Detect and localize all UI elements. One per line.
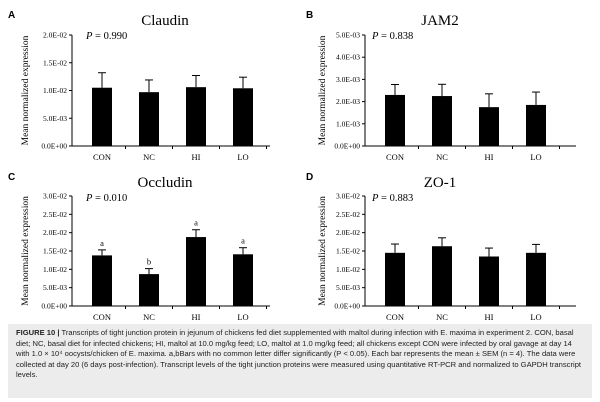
panel-a-bar-hi bbox=[186, 87, 206, 146]
panel-c-category-nc: NC bbox=[143, 312, 155, 322]
panel-c-bar-con bbox=[92, 255, 112, 306]
panel-b-category-lo: LO bbox=[530, 152, 541, 162]
panel-b-ytick-label: 1.0E-03 bbox=[336, 119, 360, 128]
panel-a-category-hi: HI bbox=[192, 152, 201, 162]
caption-text: Transcripts of tight junction protein in… bbox=[16, 328, 582, 379]
panel-a-ytick-label: 5.0E-03 bbox=[43, 114, 67, 123]
panel-b-ytick-label: 0.0E+00 bbox=[334, 142, 360, 151]
panel-b-bar-lo bbox=[526, 104, 546, 146]
panel-a-p-label: P bbox=[85, 31, 93, 42]
panel-a-category-lo: LO bbox=[237, 152, 248, 162]
figure-caption: FIGURE 10 | Transcripts of tight junctio… bbox=[8, 324, 592, 398]
panel-c-category-lo: LO bbox=[237, 312, 248, 322]
panel-c-title: Occludin bbox=[138, 175, 193, 191]
panel-b-letter: B bbox=[306, 10, 313, 21]
panel-c-p-label: P bbox=[85, 193, 93, 204]
panel-d-ylabel: Mean normalized expression bbox=[318, 196, 328, 306]
panel-d-category-nc: NC bbox=[436, 312, 448, 322]
panel-a-ytick-label: 1.0E-02 bbox=[43, 86, 67, 95]
panel-c-p-number: = 0.010 bbox=[92, 193, 127, 204]
panel-d-ytick-label: 3.0E-02 bbox=[336, 192, 360, 201]
panel-c-ytick-label: 3.0E-02 bbox=[43, 192, 67, 201]
panel-b-title: JAM2 bbox=[421, 13, 459, 29]
panel-b-category-hi: HI bbox=[485, 152, 494, 162]
panel-a-letter: A bbox=[8, 10, 15, 21]
panel-d-category-lo: LO bbox=[530, 312, 541, 322]
panel-b-ytick-label: 2.0E-03 bbox=[336, 97, 360, 106]
panel-c-p-value: P = 0.010 bbox=[85, 193, 127, 204]
panel-d-bar-lo bbox=[526, 252, 546, 306]
panel-c-bar-hi bbox=[186, 237, 206, 306]
panel-c-sig-letter-hi: a bbox=[194, 218, 198, 228]
panel-a-ytick-label: 2.0E-02 bbox=[43, 31, 67, 40]
panel-b-bar-con bbox=[385, 94, 405, 146]
panel-d-category-hi: HI bbox=[485, 312, 494, 322]
panel-c-ytick-label: 0.0E+00 bbox=[41, 302, 67, 311]
panel-c-ytick-label: 1.5E-02 bbox=[43, 247, 67, 256]
panel-b-ylabel: Mean normalized expression bbox=[318, 35, 328, 145]
panel-b-p-label: P bbox=[371, 31, 379, 42]
panel-d-p-label: P bbox=[371, 193, 379, 204]
panel-d-ytick-label: 5.0E-03 bbox=[336, 283, 360, 292]
panel-a-bar-lo bbox=[233, 88, 253, 146]
panel-c-ylabel: Mean normalized expression bbox=[21, 196, 31, 306]
panel-a-bar-nc bbox=[139, 92, 159, 146]
panel-a-title: Claudin bbox=[141, 13, 189, 29]
panel-d-p-number: = 0.883 bbox=[378, 193, 413, 204]
panel-c-category-con: CON bbox=[93, 312, 111, 322]
panel-b-category-nc: NC bbox=[436, 152, 448, 162]
panel-d-bar-con bbox=[385, 252, 405, 306]
panel-d-ytick-label: 0.0E+00 bbox=[334, 302, 360, 311]
panel-d-title: ZO-1 bbox=[424, 175, 457, 191]
panel-b-bar-hi bbox=[479, 107, 499, 146]
panel-d-bar-nc bbox=[432, 246, 452, 306]
panel-d-ytick-label: 1.5E-02 bbox=[336, 247, 360, 256]
caption-label: FIGURE 10 | bbox=[16, 328, 60, 337]
panel-d-bar-hi bbox=[479, 256, 499, 306]
panel-a-ytick-label: 1.5E-02 bbox=[43, 58, 67, 67]
panel-a-ylabel: Mean normalized expression bbox=[21, 35, 31, 145]
panel-a-p-number: = 0.990 bbox=[92, 31, 127, 42]
panel-d-category-con: CON bbox=[386, 312, 404, 322]
panel-d-ytick-label: 1.0E-02 bbox=[336, 265, 360, 274]
panel-c-bar-nc bbox=[139, 274, 159, 306]
panel-d-ytick-label: 2.5E-02 bbox=[336, 210, 360, 219]
panel-b-ytick-label: 3.0E-03 bbox=[336, 75, 360, 84]
panel-b-p-value: P = 0.838 bbox=[371, 31, 413, 42]
panel-c-ytick-label: 1.0E-02 bbox=[43, 265, 67, 274]
panel-d-p-value: P = 0.883 bbox=[371, 193, 413, 204]
panel-d-ytick-label: 2.0E-02 bbox=[336, 228, 360, 237]
panel-c-ytick-label: 5.0E-03 bbox=[43, 283, 67, 292]
panel-a-bar-con bbox=[92, 87, 112, 146]
panel-c-letter: C bbox=[8, 172, 15, 183]
panel-c-category-hi: HI bbox=[192, 312, 201, 322]
panel-b-p-number: = 0.838 bbox=[378, 31, 413, 42]
panel-c-sig-letter-con: a bbox=[100, 238, 104, 248]
panel-c-sig-letter-lo: a bbox=[241, 236, 245, 246]
panel-c-sig-letter-nc: b bbox=[147, 257, 151, 267]
panel-b-category-con: CON bbox=[386, 152, 404, 162]
panel-a-category-nc: NC bbox=[143, 152, 155, 162]
panel-b-ytick-label: 5.0E-03 bbox=[336, 31, 360, 40]
panel-a-ytick-label: 0.0E+00 bbox=[41, 142, 67, 151]
panel-a-category-con: CON bbox=[93, 152, 111, 162]
panel-c-bar-lo bbox=[233, 254, 253, 306]
panel-b-ytick-label: 4.0E-03 bbox=[336, 53, 360, 62]
panel-c-ytick-label: 2.5E-02 bbox=[43, 210, 67, 219]
panel-b-bar-nc bbox=[432, 96, 452, 146]
panel-a-p-value: P = 0.990 bbox=[85, 31, 127, 42]
panel-c-ytick-label: 2.0E-02 bbox=[43, 228, 67, 237]
panel-d-letter: D bbox=[306, 172, 313, 183]
